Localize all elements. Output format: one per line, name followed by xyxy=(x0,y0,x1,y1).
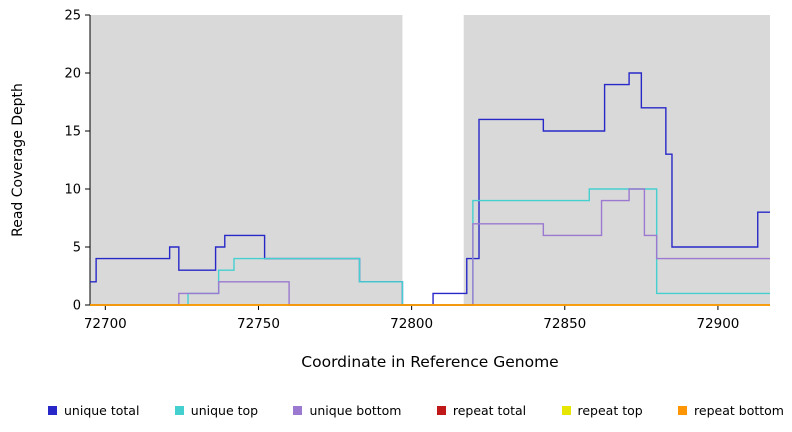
x-axis-label: Coordinate in Reference Genome xyxy=(301,353,558,371)
y-tick-label: 0 xyxy=(73,299,81,314)
repeat-bottom-swatch-icon xyxy=(678,405,688,415)
series-line-unique-bottom xyxy=(90,188,770,306)
x-tick-label: 72700 xyxy=(84,316,127,332)
x-tick-label: 72800 xyxy=(390,316,433,332)
legend-label: unique top xyxy=(190,402,259,418)
unique-bottom-swatch-icon xyxy=(293,405,303,415)
repeat-total-swatch-icon xyxy=(436,405,446,415)
legend-label: unique bottom xyxy=(309,402,402,418)
y-axis-label: Read Coverage Depth xyxy=(10,83,26,237)
coverage-chart: 0 5 10 15 20 25 72700 72750 72800 72850 72900 Read … xyxy=(10,9,770,371)
y-tick-label: 5 xyxy=(73,241,81,256)
legend-label: repeat bottom xyxy=(694,402,784,418)
chart-legend: unique total unique top unique bottom re… xyxy=(48,398,784,422)
legend-item-unique-total: unique total xyxy=(48,403,139,418)
y-tick-label: 15 xyxy=(64,125,81,140)
x-tick-label: 72750 xyxy=(237,316,280,332)
y-tick-label: 10 xyxy=(64,183,81,198)
legend-item-unique-bottom: unique bottom xyxy=(293,402,402,418)
no-data-band xyxy=(402,15,464,305)
series-line-unique-total xyxy=(90,72,770,306)
legend-item-repeat-total: repeat total xyxy=(436,402,527,418)
repeat-top-swatch-icon xyxy=(561,405,571,415)
unique-top-swatch-icon xyxy=(174,405,184,415)
legend-label: repeat top xyxy=(577,402,643,418)
y-tick-label: 25 xyxy=(64,9,81,24)
x-tick-label: 72850 xyxy=(543,316,586,332)
legend-label: unique total xyxy=(64,402,140,418)
y-tick-label: 20 xyxy=(64,67,81,82)
legend-item-unique-top: unique top xyxy=(174,402,259,418)
x-tick-label: 72900 xyxy=(696,316,739,332)
unique-total-swatch-icon xyxy=(48,405,57,415)
legend-item-repeat-bottom: repeat bottom xyxy=(678,403,784,418)
legend-item-repeat-top: repeat top xyxy=(561,402,643,418)
legend-label: repeat total xyxy=(452,402,527,418)
